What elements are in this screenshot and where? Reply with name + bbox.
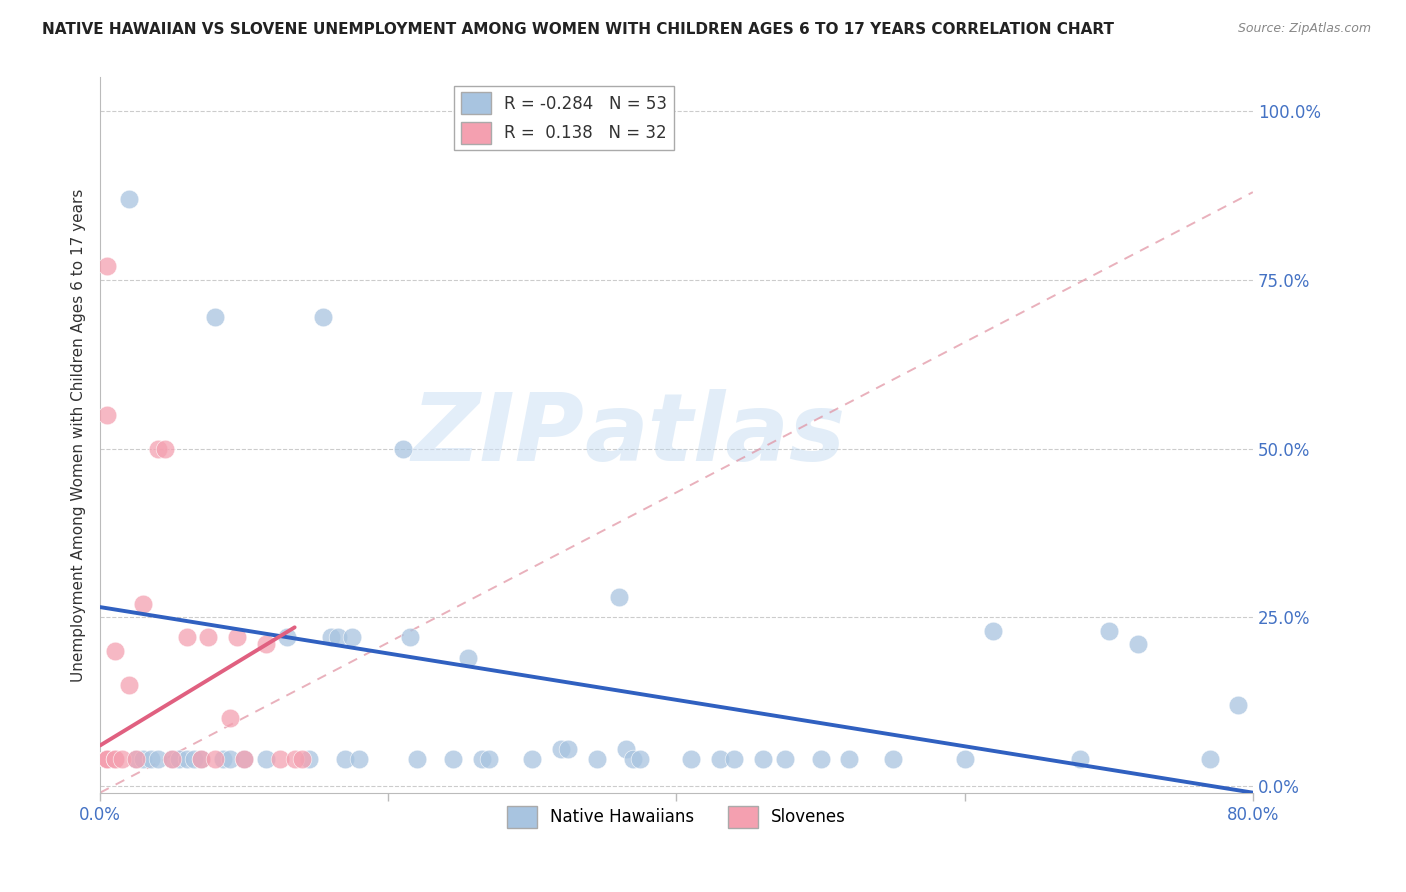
Point <box>118 192 141 206</box>
Point <box>550 741 572 756</box>
Point <box>96 752 118 766</box>
Point <box>118 678 141 692</box>
Point <box>218 752 240 766</box>
Point <box>773 752 796 766</box>
Point <box>96 408 118 422</box>
Point <box>312 310 335 324</box>
Point <box>522 752 544 766</box>
Point <box>160 752 183 766</box>
Legend: Native Hawaiians, Slovenes: Native Hawaiians, Slovenes <box>501 799 852 834</box>
Point <box>254 637 277 651</box>
Point <box>298 752 321 766</box>
Point <box>132 597 155 611</box>
Text: NATIVE HAWAIIAN VS SLOVENE UNEMPLOYMENT AMONG WOMEN WITH CHILDREN AGES 6 TO 17 Y: NATIVE HAWAIIAN VS SLOVENE UNEMPLOYMENT … <box>42 22 1114 37</box>
Point <box>284 752 307 766</box>
Point <box>96 752 118 766</box>
Text: Source: ZipAtlas.com: Source: ZipAtlas.com <box>1237 22 1371 36</box>
Point <box>752 752 775 766</box>
Point <box>953 752 976 766</box>
Point <box>457 650 479 665</box>
Point <box>153 442 176 456</box>
Y-axis label: Unemployment Among Women with Children Ages 6 to 17 years: Unemployment Among Women with Children A… <box>72 188 86 681</box>
Point <box>607 590 630 604</box>
Point <box>1098 624 1121 638</box>
Point <box>211 752 233 766</box>
Point <box>983 624 1005 638</box>
Point <box>586 752 609 766</box>
Point <box>125 752 148 766</box>
Point <box>176 752 198 766</box>
Point <box>146 752 169 766</box>
Point <box>319 631 342 645</box>
Point <box>96 752 118 766</box>
Point <box>333 752 356 766</box>
Point <box>709 752 731 766</box>
Point <box>125 752 148 766</box>
Point <box>391 442 413 456</box>
Point <box>342 631 364 645</box>
Point <box>204 752 226 766</box>
Text: atlas: atlas <box>585 389 845 481</box>
Point <box>111 752 134 766</box>
Point <box>679 752 702 766</box>
Point <box>557 741 579 756</box>
Point <box>169 752 191 766</box>
Point <box>233 752 256 766</box>
Point <box>218 711 240 725</box>
Point <box>882 752 904 766</box>
Point <box>103 644 125 658</box>
Point <box>226 631 249 645</box>
Point <box>614 741 637 756</box>
Point <box>176 631 198 645</box>
Point <box>810 752 832 766</box>
Point <box>399 631 422 645</box>
Point <box>276 631 298 645</box>
Point <box>96 752 118 766</box>
Point <box>96 752 118 766</box>
Point <box>96 752 118 766</box>
Point <box>190 752 212 766</box>
Point <box>349 752 371 766</box>
Point <box>838 752 860 766</box>
Point <box>197 631 219 645</box>
Point <box>1227 698 1250 712</box>
Point <box>233 752 256 766</box>
Point <box>96 752 118 766</box>
Point <box>1126 637 1149 651</box>
Point <box>103 752 125 766</box>
Point <box>1069 752 1091 766</box>
Point <box>146 442 169 456</box>
Point <box>1198 752 1220 766</box>
Point <box>630 752 652 766</box>
Point <box>291 752 314 766</box>
Point <box>269 752 291 766</box>
Point <box>183 752 205 766</box>
Point <box>406 752 429 766</box>
Point <box>96 260 118 274</box>
Text: ZIP: ZIP <box>412 389 585 481</box>
Point <box>254 752 277 766</box>
Point <box>96 752 118 766</box>
Point <box>132 752 155 766</box>
Point <box>441 752 464 766</box>
Point <box>621 752 644 766</box>
Point <box>478 752 501 766</box>
Point <box>160 752 183 766</box>
Point <box>723 752 745 766</box>
Point <box>204 310 226 324</box>
Point <box>139 752 162 766</box>
Point <box>103 752 125 766</box>
Point <box>471 752 494 766</box>
Point <box>326 631 349 645</box>
Point <box>190 752 212 766</box>
Point <box>96 752 118 766</box>
